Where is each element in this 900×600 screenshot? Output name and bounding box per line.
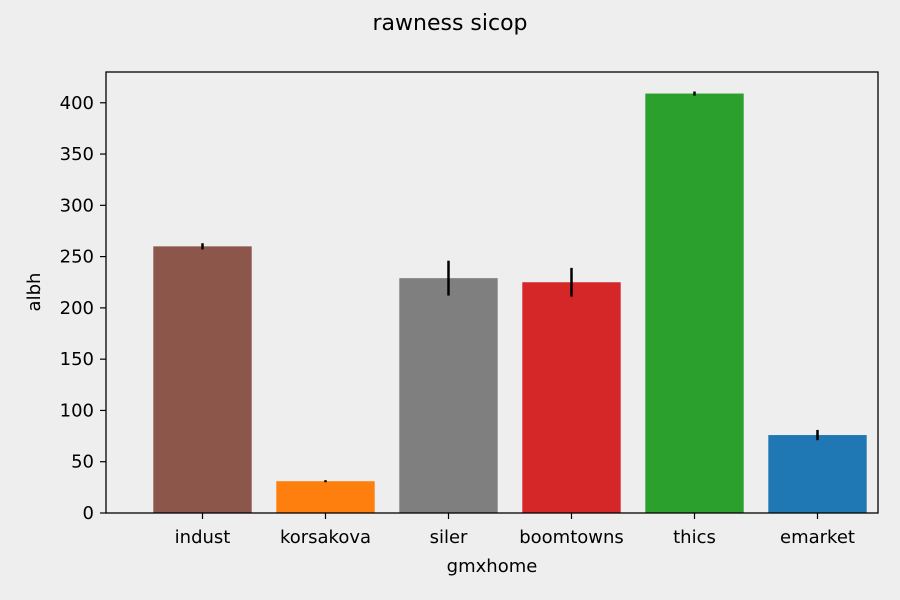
x-tick-label: korsakova xyxy=(280,527,371,548)
x-axis: indust korsakova siler boomtowns thics emarke… xyxy=(175,513,855,548)
y-tick-label: 0 xyxy=(83,503,94,524)
x-tick-label: emarket xyxy=(780,527,855,548)
bar-korsakova xyxy=(276,481,375,513)
chart-title: rawness sicop xyxy=(372,11,527,36)
y-tick-label: 350 xyxy=(60,144,94,165)
y-axis-label: albh xyxy=(24,273,45,312)
y-tick-label: 400 xyxy=(60,93,94,114)
bar-emarket xyxy=(768,435,867,513)
x-tick-label: indust xyxy=(175,527,231,548)
y-tick-label: 200 xyxy=(60,298,94,319)
y-tick-label: 250 xyxy=(60,247,94,268)
y-axis: 0 50 100 150 200 250 300 350 400 xyxy=(60,93,106,524)
x-tick-label: siler xyxy=(430,527,468,548)
y-tick-label: 150 xyxy=(60,349,94,370)
bar-siler xyxy=(399,278,498,513)
x-tick-label: thics xyxy=(673,527,716,548)
y-tick-label: 50 xyxy=(71,452,94,473)
plot-frame xyxy=(105,71,879,514)
x-axis-label: gmxhome xyxy=(447,556,538,577)
error-bars-group xyxy=(201,91,819,483)
y-tick-label: 100 xyxy=(60,400,94,421)
x-tick-label: boomtowns xyxy=(519,527,624,548)
bar-boomtowns xyxy=(522,282,621,513)
bar-thics xyxy=(645,93,744,514)
bars-group xyxy=(153,93,867,514)
bar-indust xyxy=(153,246,252,514)
y-tick-label: 300 xyxy=(60,195,94,216)
